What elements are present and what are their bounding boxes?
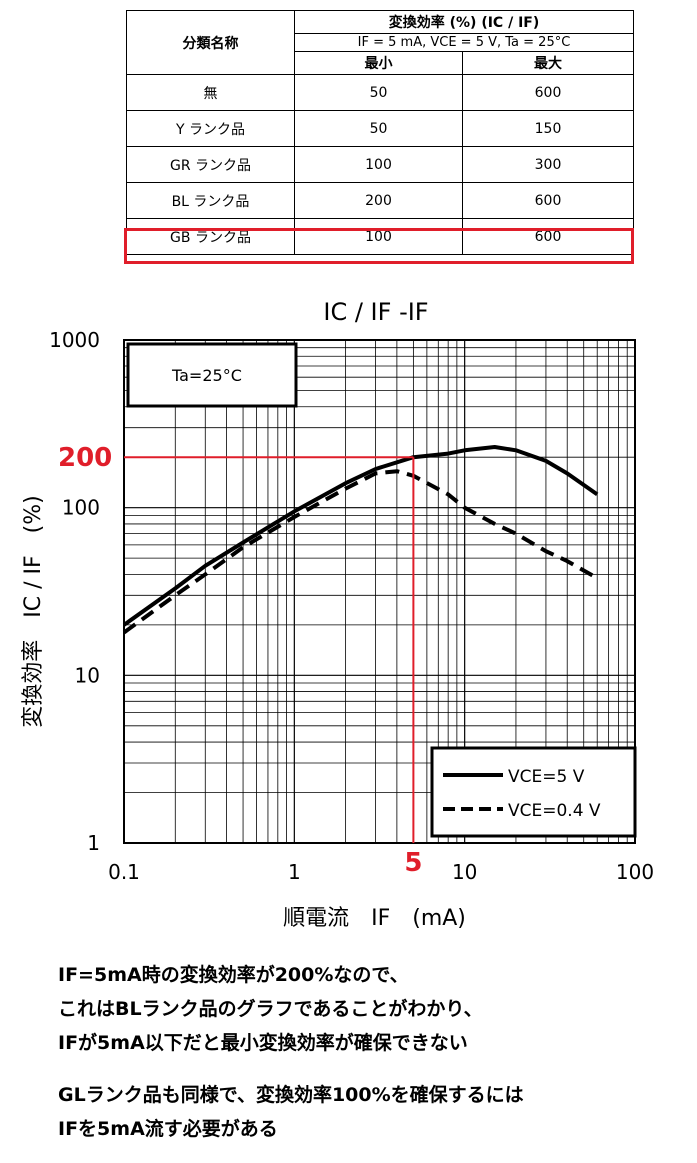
chart-grid (123, 340, 635, 844)
highlight-y-label: 200 (58, 443, 112, 473)
x-axis-label: 順電流 IF (mA) (283, 906, 466, 931)
legend-label: VCE=5 V (508, 767, 585, 787)
explanation-notes: IF=5mA時の変換効率が200%なので、 これはBLランク品のグラフであること… (58, 958, 688, 1146)
plot-frame (123, 339, 636, 844)
rank-min: 100 (294, 146, 463, 183)
rank-name: 無 (126, 74, 295, 111)
rank-name: Y ランク品 (126, 110, 295, 147)
table-row: 無 50 600 (126, 74, 634, 111)
rank-min: 200 (294, 182, 463, 219)
x-tick-label: 1 (288, 860, 301, 884)
note-line: これはBLランク品のグラフであることがわかり、 (58, 998, 483, 1020)
note-line: IFが5mA以下だと最小変換効率が確保できない (58, 1032, 468, 1054)
note-line: GLランク品も同様で、変換効率100%を確保するには (58, 1084, 524, 1106)
rank-min: 100 (294, 218, 463, 255)
y-tick-label: 1 (87, 831, 100, 855)
rank-table: 分類名称 変換効率 (%) (IC / IF) IF = 5 mA, VCE =… (126, 10, 634, 255)
table-row: GR ランク品 100 300 (126, 146, 634, 183)
y-tick-label: 10 (75, 663, 100, 687)
series-line-vce-0-4 (122, 469, 599, 635)
highlight-x-label: 5 (404, 848, 422, 878)
note-line: IFを5mA流す必要がある (58, 1118, 278, 1140)
x-tick-label: 100 (616, 860, 654, 884)
rank-name: BL ランク品 (126, 182, 295, 219)
table-header-category: 分類名称 (126, 10, 295, 75)
table-row: Y ランク品 50 150 (126, 110, 634, 147)
rank-max: 300 (462, 146, 634, 183)
rank-name: GR ランク品 (126, 146, 295, 183)
y-axis-label: 変換効率 IC / IF (%) (21, 495, 46, 727)
table-row: BL ランク品 200 600 (126, 182, 634, 219)
rank-min: 50 (294, 74, 463, 111)
rank-min: 50 (294, 110, 463, 147)
table-header-min: 最小 (294, 51, 463, 75)
legend-label: VCE=0.4 V (508, 801, 601, 821)
legend-box (430, 746, 637, 838)
rank-max: 600 (462, 182, 634, 219)
rank-max: 600 (462, 218, 634, 255)
series-line-vce-5 (122, 445, 599, 627)
table-header-max: 最大 (462, 51, 634, 75)
y-tick-label: 100 (62, 496, 100, 520)
ta-annotation-text: Ta=25°C (171, 366, 242, 385)
x-tick-label: 0.1 (108, 860, 140, 884)
chart-title: IC / IF -IF (323, 298, 428, 326)
ta-annotation: Ta=25°C (126, 342, 298, 408)
ta-annotation-box (126, 342, 298, 408)
legend: VCE=5 V VCE=0.4 V (430, 746, 637, 838)
series-lines (122, 445, 599, 635)
table-row-highlighted: GB ランク品 100 600 (126, 218, 634, 255)
note-line: IF=5mA時の変換効率が200%なので、 (58, 964, 409, 986)
rank-max: 600 (462, 74, 634, 111)
table-header-ratio: 変換効率 (%) (IC / IF) (294, 10, 634, 34)
rank-max: 150 (462, 110, 634, 147)
tick-labels: 0.1 1 10 100 1 10 100 1000 (49, 328, 654, 884)
x-tick-label: 10 (452, 860, 477, 884)
rank-name: GB ランク品 (126, 218, 295, 255)
y-tick-label: 1000 (49, 328, 100, 352)
table-header-condition: IF = 5 mA, VCE = 5 V, Ta = 25°C (294, 33, 634, 52)
